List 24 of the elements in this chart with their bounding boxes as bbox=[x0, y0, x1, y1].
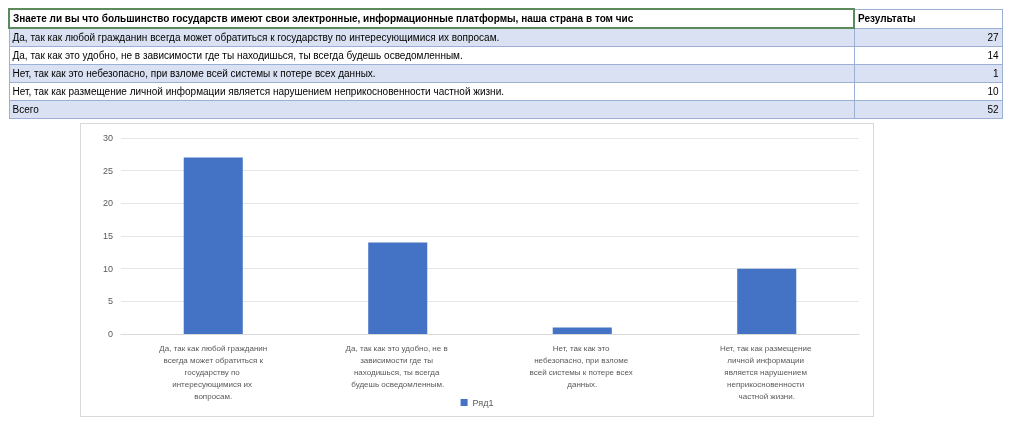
text: Всего bbox=[9, 100, 854, 119]
x-tick-label: Нет, так как размещение личной информации является нарушением неприкосновенности частной жизни. bbox=[719, 343, 814, 401]
text: 10 bbox=[854, 82, 1002, 101]
legend-label: Ряд1 bbox=[472, 397, 494, 408]
text: 27 bbox=[854, 28, 1002, 47]
y-tick-label: 20 bbox=[102, 198, 113, 209]
category-label: Нет, так как это небезопасно, при взломе всей системы к потере всех данных. bbox=[12, 68, 376, 79]
category-label: Нет, так как размещение личной информации является нарушением неприкосновенности частной жизни. bbox=[12, 86, 504, 97]
x-tick-label: Нет, так как это небезопасно, при взломе всей системы к потере всех данных. bbox=[529, 343, 635, 389]
text: 52 bbox=[854, 100, 1002, 119]
y-tick-label: 5 bbox=[107, 296, 113, 307]
text: 1 bbox=[854, 64, 1002, 83]
y-tick-label: 10 bbox=[102, 263, 113, 274]
category-label: Да, так как любой гражданин всегда может обратиться к государству по интересующимися их вопросам. bbox=[12, 32, 500, 43]
text: Результаты bbox=[854, 9, 1002, 28]
x-tick-label: Да, так как это удобно, не в зависимости где ты находишься, ты всегда будешь осведомленным. bbox=[345, 343, 450, 389]
y-tick-label: 0 bbox=[107, 329, 113, 339]
y-tick-label: 25 bbox=[102, 165, 113, 176]
y-tick-label: 30 bbox=[102, 133, 113, 143]
y-tick-label: 15 bbox=[102, 231, 113, 241]
text: 14 bbox=[854, 46, 1002, 65]
x-tick-label: Да, так как любой гражданин всегда может обратиться к государству по интересующимися их вопросам. bbox=[159, 343, 268, 401]
category-label: Да, так как это удобно, не в зависимости где ты находишься, ты всегда будешь осведомленным. bbox=[12, 50, 463, 61]
chart-title: Знаете ли вы что большинство государств имеют свои электронные, информационные платформы, наша страна в том чис bbox=[9, 9, 854, 28]
